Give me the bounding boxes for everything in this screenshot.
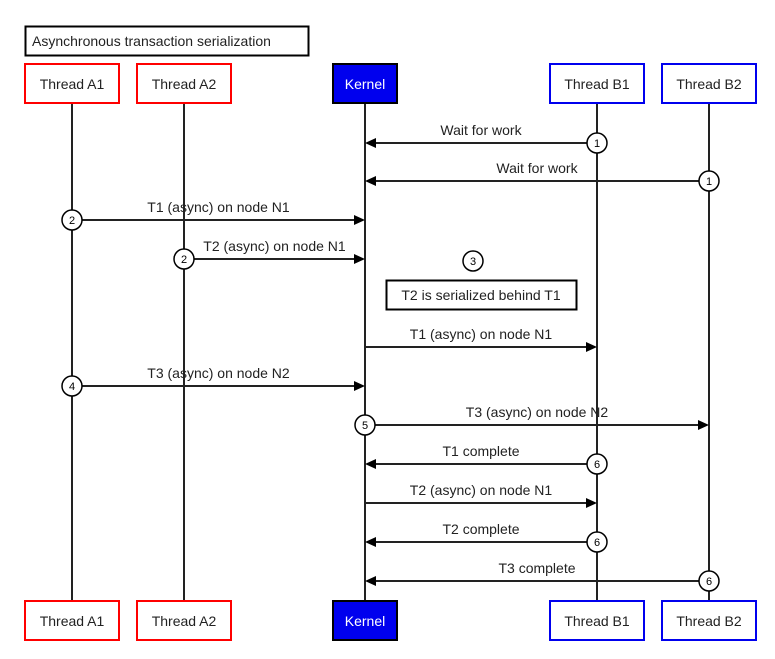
participant-b2-bottom: Thread B2 bbox=[661, 600, 757, 641]
message-label: Wait for work bbox=[440, 122, 522, 138]
message-label: T3 (async) on node N2 bbox=[466, 404, 609, 420]
message-label: T2 (async) on node N1 bbox=[203, 238, 346, 254]
message-arrow: T1 complete bbox=[365, 443, 597, 469]
message-label: T1 complete bbox=[442, 443, 519, 459]
message-arrow: T1 (async) on node N1 bbox=[72, 199, 365, 225]
svg-text:6: 6 bbox=[594, 459, 600, 471]
message-arrow: T1 (async) on node N1 bbox=[365, 326, 597, 352]
participant-b2-top: Thread B2 bbox=[661, 63, 757, 104]
message-arrow: Wait for work bbox=[365, 160, 709, 186]
step-marker: 1 bbox=[586, 132, 608, 154]
participant-label: Kernel bbox=[345, 76, 385, 92]
participant-k-bottom: Kernel bbox=[332, 600, 398, 641]
message-arrow: T3 (async) on node N2 bbox=[365, 404, 709, 430]
participant-k-top: Kernel bbox=[332, 63, 398, 104]
participant-b1-bottom: Thread B1 bbox=[549, 600, 645, 641]
svg-text:2: 2 bbox=[69, 215, 75, 227]
participant-label: Thread A1 bbox=[40, 613, 105, 629]
message-label: Wait for work bbox=[496, 160, 578, 176]
participant-label: Thread B2 bbox=[676, 76, 742, 92]
message-arrow: Wait for work bbox=[365, 122, 597, 148]
svg-text:5: 5 bbox=[362, 420, 368, 432]
step-marker: 2 bbox=[61, 209, 83, 231]
participant-a1-bottom: Thread A1 bbox=[24, 600, 120, 641]
message-label: T3 (async) on node N2 bbox=[147, 365, 290, 381]
note-box: T2 is serialized behind T1 bbox=[385, 279, 578, 311]
participant-label: Thread B1 bbox=[564, 76, 630, 92]
message-label: T1 (async) on node N1 bbox=[410, 326, 553, 342]
message-label: T2 (async) on node N1 bbox=[410, 482, 553, 498]
svg-text:6: 6 bbox=[594, 537, 600, 549]
message-arrow: T3 (async) on node N2 bbox=[72, 365, 365, 391]
participant-b1-top: Thread B1 bbox=[549, 63, 645, 104]
message-label: T1 (async) on node N1 bbox=[147, 199, 290, 215]
participant-label: Thread B1 bbox=[564, 613, 630, 629]
participant-label: Thread A2 bbox=[152, 76, 217, 92]
step-marker: 5 bbox=[354, 414, 376, 436]
participant-a2-top: Thread A2 bbox=[136, 63, 232, 104]
step-marker: 2 bbox=[173, 248, 195, 270]
step-marker: 6 bbox=[586, 531, 608, 553]
step-marker: 1 bbox=[698, 170, 720, 192]
title-box: Asynchronous transaction serialization bbox=[24, 25, 310, 57]
message-arrow: T2 (async) on node N1 bbox=[184, 238, 365, 264]
participant-label: Thread A1 bbox=[40, 76, 105, 92]
message-label: T2 complete bbox=[442, 521, 519, 537]
message-label: T3 complete bbox=[498, 560, 575, 576]
participant-a2-bottom: Thread A2 bbox=[136, 600, 232, 641]
participant-label: Kernel bbox=[345, 613, 385, 629]
participant-a1-top: Thread A1 bbox=[24, 63, 120, 104]
message-arrow: T2 complete bbox=[365, 521, 597, 547]
svg-text:3: 3 bbox=[470, 256, 476, 268]
svg-text:6: 6 bbox=[706, 576, 712, 588]
svg-text:1: 1 bbox=[706, 176, 712, 188]
diagram-title: Asynchronous transaction serialization bbox=[32, 33, 271, 49]
message-arrow: T3 complete bbox=[365, 560, 709, 586]
step-marker: 4 bbox=[61, 375, 83, 397]
svg-text:2: 2 bbox=[181, 254, 187, 266]
step-marker: 6 bbox=[586, 453, 608, 475]
message-arrow: T2 (async) on node N1 bbox=[365, 482, 597, 508]
step-marker: 3 bbox=[462, 250, 484, 272]
svg-text:1: 1 bbox=[594, 138, 600, 150]
step-marker: 6 bbox=[698, 570, 720, 592]
participant-label: Thread B2 bbox=[676, 613, 742, 629]
svg-text:T2 is serialized behind T1: T2 is serialized behind T1 bbox=[401, 287, 560, 303]
participant-label: Thread A2 bbox=[152, 613, 217, 629]
svg-text:4: 4 bbox=[69, 381, 75, 393]
